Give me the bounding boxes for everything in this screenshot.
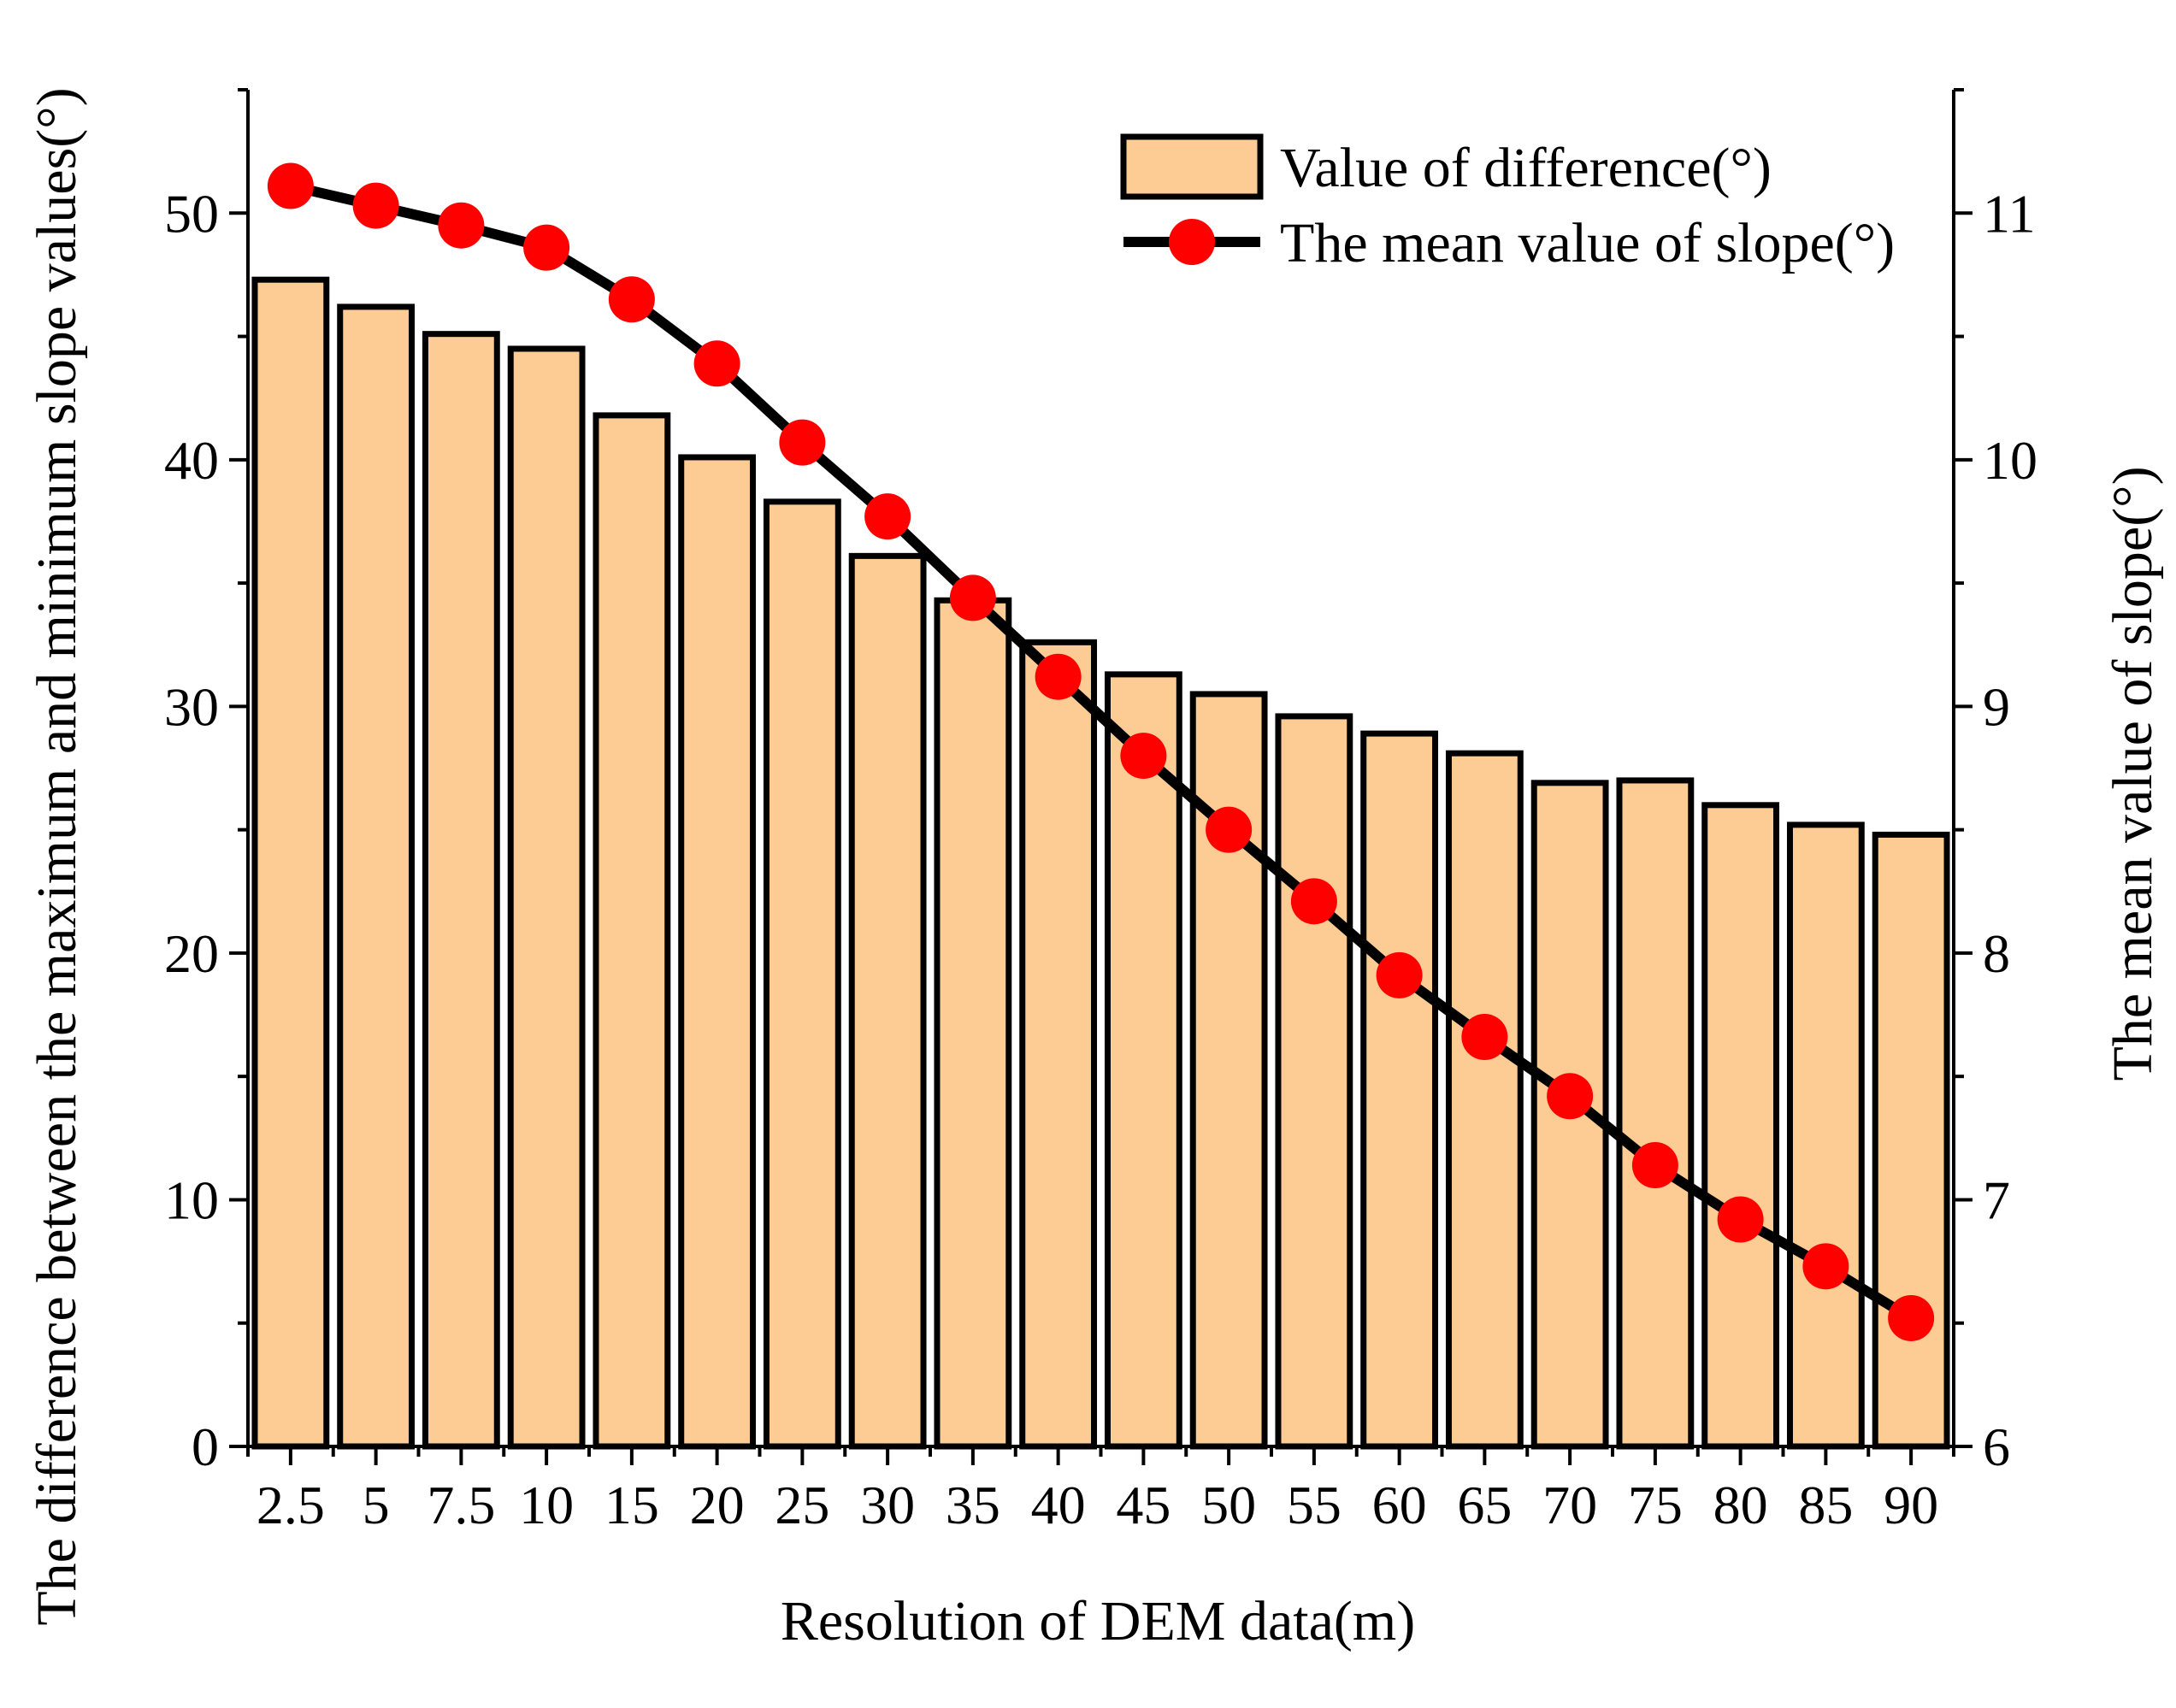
labels-layer: Resolution of DEM data(m) The difference…	[26, 87, 2164, 1652]
mean-slope-point-75	[1631, 1142, 1678, 1189]
legend-line-label: The mean value of slope(°)	[1280, 212, 1895, 274]
bar-90	[1872, 831, 1950, 1450]
x-tick-label: 25	[775, 1475, 829, 1535]
mean-slope-point-65	[1461, 1014, 1508, 1061]
bar-85	[1786, 822, 1865, 1450]
legend-bar-swatch	[1120, 133, 1264, 200]
bar-2.5	[251, 276, 330, 1450]
bar-7.5	[422, 331, 500, 1450]
mean-slope-point-15	[608, 276, 655, 323]
x-tick-label: 5	[363, 1475, 390, 1535]
bar-45	[1104, 671, 1182, 1450]
x-tick-label: 90	[1884, 1475, 1938, 1535]
y2-tick-label: 9	[1983, 676, 2010, 737]
y2-tick-label: 6	[1983, 1416, 2010, 1477]
x-tick-label: 85	[1798, 1475, 1853, 1535]
x-axis-title: Resolution of DEM data(m)	[781, 1590, 1415, 1652]
bar-30	[848, 552, 927, 1450]
mean-slope-point-55	[1290, 878, 1337, 925]
legend-bar-label: Value of difference(°)	[1280, 137, 1772, 199]
mean-slope-point-45	[1120, 733, 1167, 780]
bar-10	[507, 345, 586, 1450]
x-tick-label: 35	[946, 1475, 1000, 1535]
bars-layer	[251, 276, 1950, 1450]
bar-80	[1701, 802, 1780, 1450]
x-tick-label: 60	[1372, 1475, 1427, 1535]
mean-slope-point-5	[352, 182, 399, 229]
x-tick-label: 10	[519, 1475, 574, 1535]
mean-slope-point-7.5	[438, 202, 485, 249]
mean-slope-point-10	[523, 224, 570, 271]
x-tick-label: 20	[690, 1475, 745, 1535]
bar-55	[1275, 713, 1353, 1450]
mean-slope-point-50	[1206, 806, 1253, 853]
bar-5	[337, 303, 416, 1450]
mean-slope-point-80	[1717, 1196, 1764, 1243]
mean-slope-point-35	[949, 574, 996, 621]
mean-slope-point-25	[779, 419, 826, 466]
mean-slope-point-85	[1802, 1243, 1849, 1290]
y-tick-label: 10	[164, 1169, 219, 1230]
legend-line-marker	[1169, 219, 1215, 265]
x-tick-label: 7.5	[427, 1475, 495, 1535]
mean-slope-point-90	[1888, 1294, 1935, 1341]
y-tick-label: 40	[164, 430, 219, 491]
y2-axis-title: The mean value of slope(°)	[2102, 466, 2164, 1081]
bar-35	[934, 597, 1012, 1450]
y-tick-label: 0	[192, 1416, 219, 1477]
mean-slope-point-70	[1547, 1073, 1594, 1120]
x-tick-label: 15	[604, 1475, 659, 1535]
y-tick-label: 50	[164, 183, 219, 244]
y-tick-label: 20	[164, 923, 219, 984]
y2-tick-label: 10	[1983, 430, 2037, 491]
bar-15	[593, 412, 671, 1450]
bar-25	[763, 498, 841, 1450]
x-tick-label: 65	[1457, 1475, 1512, 1535]
y2-tick-label: 8	[1983, 923, 2010, 984]
y-tick-label: 30	[164, 676, 219, 737]
axes-layer: 0 10 20 30 40 50 6 7 8 9 10 11 2.5 5 7.5 10 15 20 25 30 35 40…	[164, 88, 2037, 1535]
x-tick-label: 80	[1713, 1475, 1768, 1535]
bar-75	[1616, 777, 1695, 1450]
bar-65	[1445, 750, 1524, 1450]
bar-40	[1019, 639, 1098, 1450]
x-tick-label: 40	[1031, 1475, 1086, 1535]
x-tick-label: 55	[1287, 1475, 1342, 1535]
mean-slope-point-60	[1376, 951, 1423, 998]
mean-slope-point-40	[1035, 653, 1082, 700]
mean-slope-point-30	[864, 493, 911, 540]
mean-slope-point-2.5	[267, 162, 314, 209]
x-tick-label: 75	[1628, 1475, 1683, 1535]
line-layer	[267, 162, 1935, 1341]
x-tick-label: 50	[1201, 1475, 1256, 1535]
x-tick-label: 45	[1116, 1475, 1171, 1535]
y2-tick-label: 11	[1983, 183, 2036, 244]
legend: Value of difference(°) The mean value of…	[1120, 133, 1895, 274]
y2-tick-label: 7	[1983, 1169, 2010, 1230]
x-tick-label: 70	[1542, 1475, 1597, 1535]
x-tick-label: 2.5	[257, 1475, 325, 1535]
y-axis-title: The difference between the maximum and m…	[26, 87, 88, 1625]
bar-20	[678, 454, 757, 1450]
bar-60	[1360, 730, 1439, 1450]
mean-slope-point-20	[693, 340, 740, 387]
x-tick-label: 30	[860, 1475, 915, 1535]
